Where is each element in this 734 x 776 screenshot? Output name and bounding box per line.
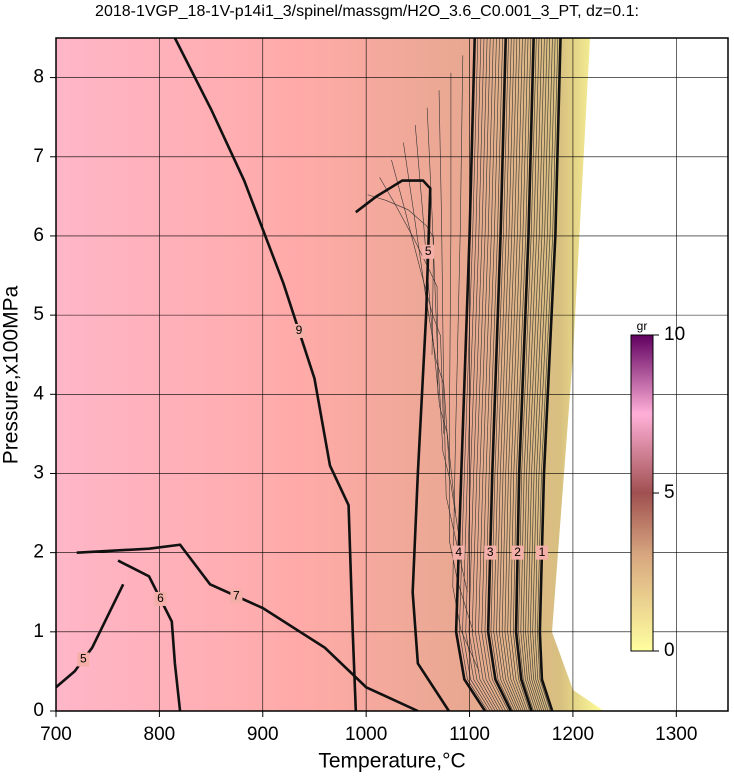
contour-label: 2 (514, 545, 521, 559)
x-tick-label: 700 (40, 724, 72, 745)
contour-label-bg (452, 545, 465, 560)
contour-label-bg (154, 591, 167, 606)
minor-contour (449, 72, 474, 632)
y-tick-label: 1 (33, 621, 44, 642)
x-tick-label: 800 (144, 724, 176, 745)
contour-label-bg (230, 589, 243, 604)
minor-contour (452, 55, 480, 672)
y-tick-label: 5 (33, 304, 44, 325)
y-tick-label: 6 (33, 225, 44, 246)
x-tick-label: 1200 (552, 724, 594, 745)
y-axis-label: Pressure,x100MPa (0, 285, 23, 464)
x-tick-label: 1300 (655, 724, 697, 745)
chart-title: 2018-1VGP_18-1V-p14i1_3/spinel/massgm/H2… (95, 3, 639, 20)
contour-label: 3 (487, 545, 494, 559)
plot-area: 9 5 4 3 2 1 7 6 5 (56, 38, 728, 711)
x-tick-label: 1100 (449, 724, 490, 745)
y-tick-label: 4 (33, 383, 44, 404)
colorbar-tick-label: 5 (664, 482, 675, 503)
minor-contour (426, 107, 462, 553)
contour-line (56, 583, 125, 689)
x-tick-label: 900 (247, 724, 279, 745)
contour-label-bg (535, 545, 548, 560)
x-tick-label: 1000 (345, 724, 387, 745)
contour-line (173, 38, 358, 711)
y-tick-label: 0 (33, 700, 44, 721)
y-tick-label: 8 (33, 67, 44, 88)
contour-label: 6 (157, 591, 164, 605)
y-tick-label: 7 (33, 146, 44, 167)
colorbar (630, 334, 654, 652)
contour-label: 5 (80, 652, 87, 666)
field (56, 38, 604, 711)
minor-contour (379, 177, 439, 395)
contour-line (117, 559, 182, 711)
minor-contour (414, 125, 456, 514)
contour-label: 9 (296, 323, 303, 337)
contour-label-bg (77, 652, 90, 667)
contour-label: 5 (425, 244, 432, 258)
contour-label-bg (292, 323, 305, 338)
colorbar-label: gr (637, 319, 648, 333)
contour-label-bg (484, 545, 497, 560)
y-tick-label: 2 (33, 542, 44, 563)
contour-label-bg (511, 545, 524, 560)
frame (55, 37, 729, 712)
contour-label: 4 (455, 545, 462, 559)
y-tick-label: 3 (33, 462, 44, 483)
x-axis-label: Temperature,°C (318, 750, 465, 773)
contour-label-bg (422, 244, 435, 259)
minor-contour (403, 142, 450, 474)
contour-label: 1 (539, 545, 546, 559)
minor-contour (438, 90, 468, 593)
colorbar-tick-label: 0 (664, 640, 675, 661)
contour-label: 7 (233, 588, 240, 602)
colorbar-tick-label: 10 (664, 324, 685, 345)
